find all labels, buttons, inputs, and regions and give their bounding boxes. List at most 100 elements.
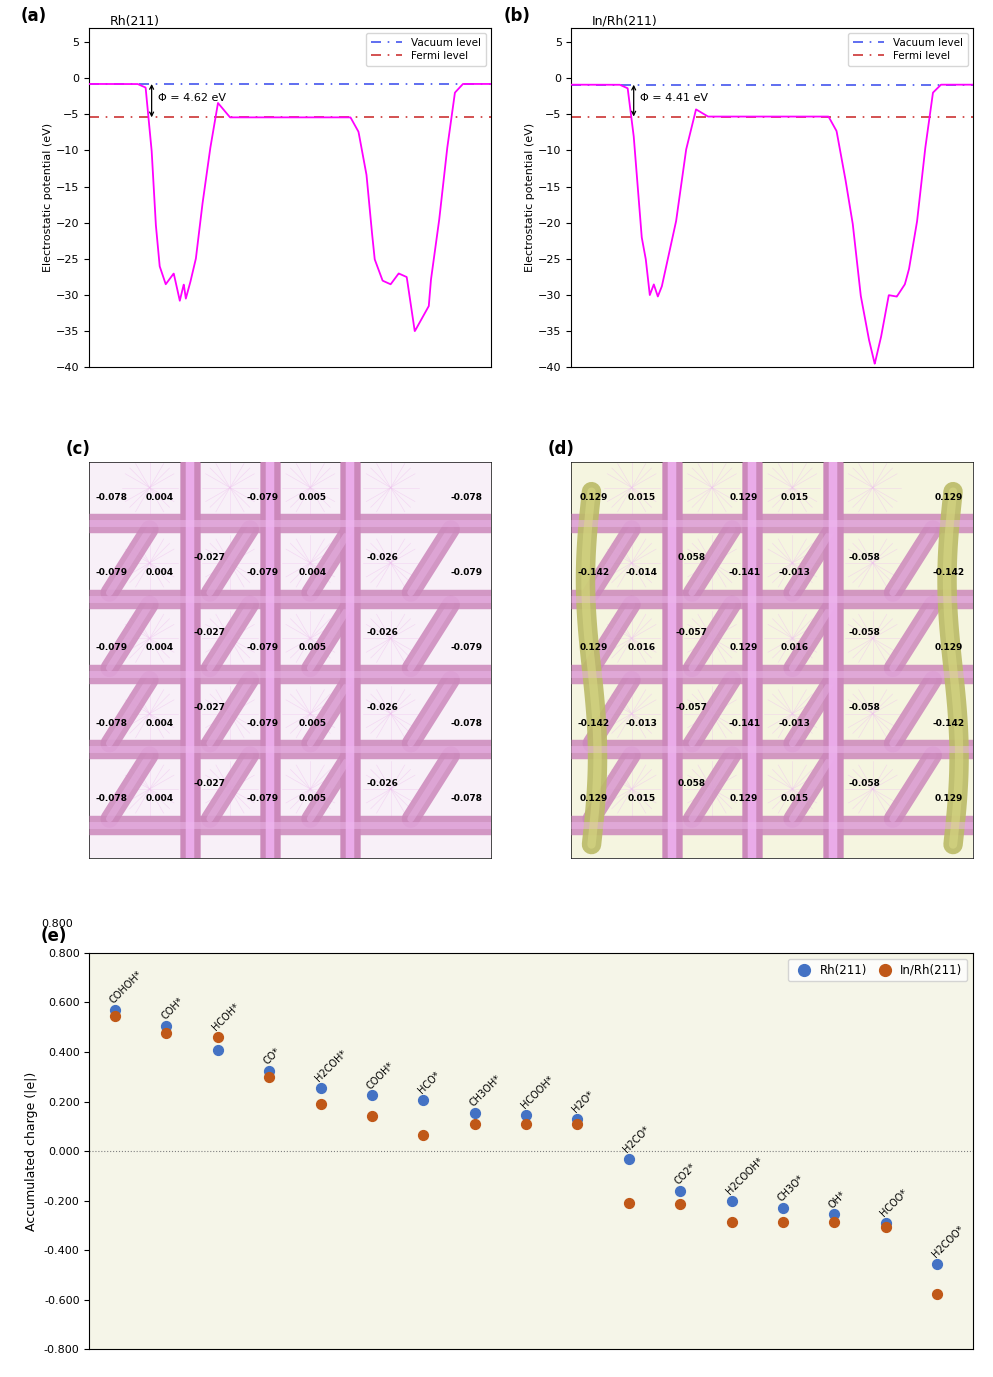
Text: (e): (e) — [41, 927, 68, 945]
Text: -0.026: -0.026 — [366, 552, 398, 562]
In/Rh(211) — [672, 1194, 688, 1216]
Rh(211) — [518, 1104, 534, 1126]
Text: -0.027: -0.027 — [194, 704, 225, 712]
Text: -0.078: -0.078 — [451, 719, 483, 727]
Rh(211) — [826, 1203, 842, 1226]
Text: H2COO*: H2COO* — [930, 1224, 966, 1260]
Text: H2COOH*: H2COOH* — [725, 1155, 766, 1197]
Text: -0.079: -0.079 — [246, 567, 278, 577]
Text: Φ = 4.62 eV: Φ = 4.62 eV — [158, 94, 225, 103]
Text: 0.129: 0.129 — [730, 643, 759, 653]
Rh(211) — [159, 1015, 175, 1037]
Text: -0.079: -0.079 — [246, 643, 278, 653]
Text: COH*: COH* — [159, 996, 185, 1022]
Text: -0.141: -0.141 — [728, 719, 761, 727]
Text: 0.005: 0.005 — [298, 795, 327, 803]
Legend: Rh(211), In/Rh(211): Rh(211), In/Rh(211) — [788, 958, 967, 982]
Text: -0.013: -0.013 — [779, 719, 810, 727]
Text: 0.015: 0.015 — [628, 795, 655, 803]
Text: 0.005: 0.005 — [298, 493, 327, 501]
Text: -0.014: -0.014 — [626, 567, 657, 577]
In/Rh(211) — [878, 1216, 894, 1238]
Text: H2COH*: H2COH* — [314, 1048, 349, 1084]
Text: In/Rh(211): In/Rh(211) — [592, 15, 657, 28]
In/Rh(211) — [261, 1066, 277, 1088]
Legend: Vacuum level, Fermi level: Vacuum level, Fermi level — [848, 33, 968, 66]
Rh(211) — [929, 1253, 945, 1275]
Text: 0.005: 0.005 — [298, 643, 327, 653]
Text: -0.079: -0.079 — [451, 643, 483, 653]
Rh(211) — [672, 1180, 688, 1202]
Text: -0.027: -0.027 — [194, 778, 225, 788]
Text: 0.004: 0.004 — [146, 719, 174, 727]
Rh(211) — [313, 1077, 329, 1099]
Text: CH3OH*: CH3OH* — [468, 1073, 503, 1108]
In/Rh(211) — [518, 1113, 534, 1135]
In/Rh(211) — [929, 1283, 945, 1305]
Text: -0.057: -0.057 — [676, 704, 708, 712]
Rh(211) — [210, 1038, 225, 1060]
In/Rh(211) — [826, 1210, 842, 1232]
In/Rh(211) — [724, 1210, 740, 1232]
Legend: Vacuum level, Fermi level: Vacuum level, Fermi level — [365, 33, 486, 66]
Text: -0.078: -0.078 — [451, 795, 483, 803]
Text: 0.058: 0.058 — [678, 778, 706, 788]
Rh(211) — [776, 1197, 791, 1219]
Text: 0.015: 0.015 — [628, 493, 655, 501]
Text: 0.016: 0.016 — [780, 643, 808, 653]
Y-axis label: Electrostatic potential (eV): Electrostatic potential (eV) — [525, 123, 535, 273]
Rh(211) — [724, 1190, 740, 1212]
In/Rh(211) — [621, 1192, 637, 1215]
Rh(211) — [261, 1060, 277, 1082]
Text: 0.004: 0.004 — [298, 567, 327, 577]
Text: -0.142: -0.142 — [933, 719, 965, 727]
Text: CH3O*: CH3O* — [776, 1173, 806, 1203]
Text: -0.079: -0.079 — [95, 643, 127, 653]
Text: Φ = 4.41 eV: Φ = 4.41 eV — [639, 94, 708, 103]
Text: CO*: CO* — [262, 1045, 283, 1066]
Rh(211) — [107, 998, 123, 1020]
Rh(211) — [621, 1147, 637, 1169]
Text: 0.015: 0.015 — [780, 795, 808, 803]
Text: (b): (b) — [503, 7, 530, 25]
Text: -0.026: -0.026 — [366, 778, 398, 788]
Text: -0.058: -0.058 — [849, 552, 881, 562]
Rh(211) — [467, 1102, 483, 1124]
In/Rh(211) — [210, 1026, 225, 1048]
Text: 0.129: 0.129 — [579, 795, 608, 803]
Text: 0.015: 0.015 — [780, 493, 808, 501]
Text: -0.078: -0.078 — [451, 493, 483, 501]
Text: -0.058: -0.058 — [849, 778, 881, 788]
Rh(211) — [570, 1108, 586, 1131]
Text: -0.079: -0.079 — [451, 567, 483, 577]
Text: -0.026: -0.026 — [366, 628, 398, 638]
Y-axis label: Accumulated charge (|e|): Accumulated charge (|e|) — [26, 1071, 39, 1231]
Text: 0.005: 0.005 — [298, 719, 327, 727]
Text: 0.004: 0.004 — [146, 567, 174, 577]
Text: -0.142: -0.142 — [578, 719, 610, 727]
In/Rh(211) — [415, 1124, 431, 1146]
Text: 0.004: 0.004 — [146, 795, 174, 803]
Text: OH*: OH* — [827, 1188, 848, 1210]
Text: 0.058: 0.058 — [678, 552, 706, 562]
Text: 0.004: 0.004 — [146, 643, 174, 653]
Text: 0.016: 0.016 — [628, 643, 655, 653]
Rh(211) — [878, 1212, 894, 1234]
Text: (a): (a) — [21, 7, 48, 25]
Text: -0.079: -0.079 — [246, 795, 278, 803]
Y-axis label: Electrostatic potential (eV): Electrostatic potential (eV) — [44, 123, 54, 273]
Text: -0.058: -0.058 — [849, 628, 881, 638]
Text: 0.800: 0.800 — [41, 918, 72, 929]
Text: -0.079: -0.079 — [95, 567, 127, 577]
Text: CO2*: CO2* — [673, 1161, 698, 1187]
Text: HCO*: HCO* — [416, 1070, 442, 1096]
Text: -0.057: -0.057 — [676, 628, 708, 638]
Text: -0.142: -0.142 — [578, 567, 610, 577]
In/Rh(211) — [313, 1093, 329, 1115]
Text: 0.129: 0.129 — [730, 795, 759, 803]
Text: -0.141: -0.141 — [728, 567, 761, 577]
Text: -0.013: -0.013 — [779, 567, 810, 577]
Text: -0.079: -0.079 — [246, 719, 278, 727]
Text: -0.078: -0.078 — [95, 795, 127, 803]
In/Rh(211) — [107, 1005, 123, 1027]
